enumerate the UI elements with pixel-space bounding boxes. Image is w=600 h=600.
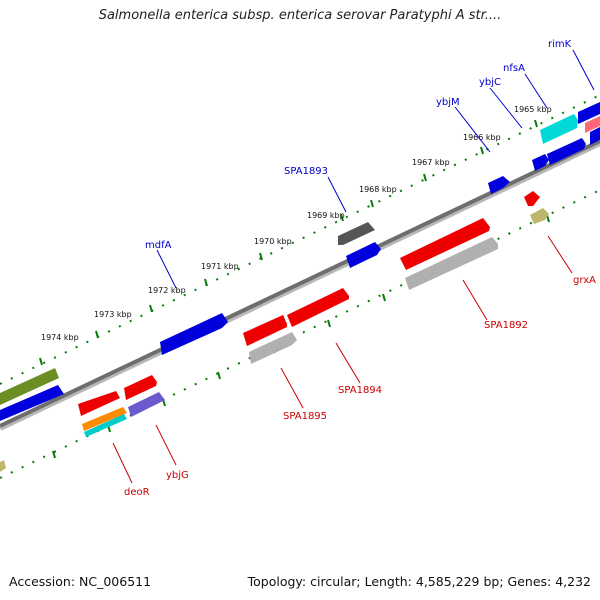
feature-deoR[interactable] bbox=[78, 391, 120, 416]
tick-label-1972: 1972 kbp bbox=[148, 286, 186, 295]
tick-label-1967: 1967 kbp bbox=[412, 158, 450, 167]
gene-label-SPA1892[interactable]: SPA1892 bbox=[484, 320, 528, 331]
feature-grxA-red[interactable] bbox=[524, 191, 540, 206]
feature-SPA1892-grey[interactable] bbox=[405, 237, 498, 290]
forward-leaders bbox=[156, 49, 595, 289]
feature-khaki-left[interactable] bbox=[0, 460, 6, 472]
tick-label-1971: 1971 kbp bbox=[201, 262, 239, 271]
feature-ybjG[interactable] bbox=[124, 375, 157, 400]
forward-tick-track bbox=[0, 94, 600, 385]
tick-label-1974: 1974 kbp bbox=[41, 333, 79, 342]
feature-SPA1893[interactable] bbox=[346, 242, 381, 268]
gene-label-deoR[interactable]: deoR bbox=[124, 487, 150, 498]
feature-pink-small[interactable] bbox=[585, 116, 600, 133]
feature-SPA1895[interactable] bbox=[243, 315, 287, 346]
feature-nfsA[interactable] bbox=[540, 114, 578, 144]
tick-label-1973: 1973 kbp bbox=[94, 310, 132, 319]
reverse-leaders bbox=[112, 235, 573, 484]
tick-label-1968: 1968 kbp bbox=[359, 185, 397, 194]
map-title: Salmonella enterica subsp. enterica sero… bbox=[98, 8, 502, 23]
tick-label-1965: 1965 kbp bbox=[514, 105, 552, 114]
feature-ybjG-purple[interactable] bbox=[128, 392, 165, 417]
feature-ybjM[interactable] bbox=[532, 154, 549, 171]
feature-SPA1893-dark[interactable] bbox=[338, 222, 375, 245]
feature-SPA1894[interactable] bbox=[287, 288, 349, 327]
reverse-features[interactable] bbox=[0, 191, 549, 472]
tick-labels: 1965 kbp 1966 kbp 1967 kbp 1968 kbp 1969… bbox=[41, 105, 552, 342]
gene-label-SPA1894[interactable]: SPA1894 bbox=[338, 385, 382, 396]
feature-ybjC[interactable] bbox=[547, 138, 586, 165]
feature-mdfA[interactable] bbox=[160, 313, 228, 355]
gene-label-rimK[interactable]: rimK bbox=[548, 39, 572, 50]
reverse-gene-labels: grxA SPA1892 SPA1894 SPA1895 ybjG deoR bbox=[124, 275, 596, 498]
backbone bbox=[0, 139, 600, 428]
tick-label-1966: 1966 kbp bbox=[463, 133, 501, 142]
gene-label-grxA[interactable]: grxA bbox=[573, 275, 596, 286]
gene-label-mdfA[interactable]: mdfA bbox=[145, 240, 172, 251]
topology-text: Topology: circular; Length: 4,585,229 bp… bbox=[247, 574, 591, 589]
feature-deoR-cyan[interactable] bbox=[84, 414, 127, 437]
feature-SPA1892[interactable] bbox=[400, 218, 490, 270]
feature-grxA[interactable] bbox=[530, 208, 549, 224]
gene-label-SPA1893[interactable]: SPA1893 bbox=[284, 166, 328, 177]
gene-label-nfsA[interactable]: nfsA bbox=[503, 63, 525, 74]
accession-text: Accession: NC_006511 bbox=[9, 574, 152, 589]
gene-label-ybjG[interactable]: ybjG bbox=[166, 470, 189, 481]
tick-label-1969: 1969 kbp bbox=[307, 211, 345, 220]
forward-gene-labels: rimK nfsA ybjC ybjM SPA1893 mdfA bbox=[145, 39, 572, 251]
feature-SPA1895-grey[interactable] bbox=[249, 332, 297, 364]
feature-deoR-orange[interactable] bbox=[82, 407, 127, 431]
forward-features[interactable] bbox=[0, 102, 600, 421]
gene-label-SPA1895[interactable]: SPA1895 bbox=[283, 411, 327, 422]
gene-label-ybjC[interactable]: ybjC bbox=[479, 77, 501, 88]
feature-blue-mid[interactable] bbox=[488, 176, 510, 194]
feature-olive-left[interactable] bbox=[0, 368, 59, 405]
tick-label-1970: 1970 kbp bbox=[254, 237, 292, 246]
feature-blue-left[interactable] bbox=[0, 385, 64, 421]
gene-label-ybjM[interactable]: ybjM bbox=[436, 97, 460, 108]
feature-rimK[interactable] bbox=[578, 102, 600, 124]
feature-blue-small-a[interactable] bbox=[590, 127, 600, 145]
